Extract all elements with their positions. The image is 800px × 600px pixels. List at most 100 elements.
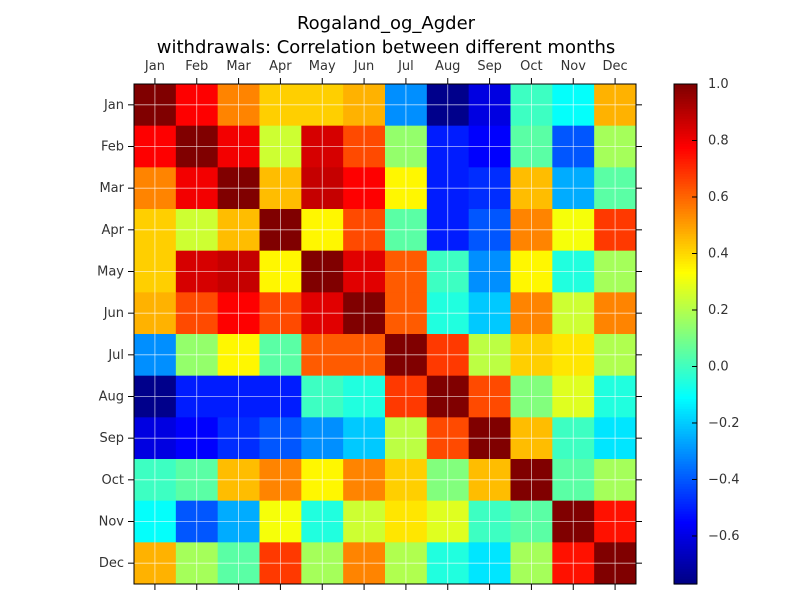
colorbar-segment bbox=[674, 494, 697, 498]
colorbar-segment bbox=[674, 394, 697, 398]
colorbar-segment bbox=[674, 444, 697, 448]
colorbar-segment bbox=[674, 96, 697, 100]
colorbar-segment bbox=[674, 194, 697, 198]
colorbar-segment bbox=[674, 291, 697, 295]
colorbar-segment bbox=[674, 391, 697, 395]
colorbar-segment bbox=[674, 434, 697, 438]
colorbar-segment bbox=[674, 399, 697, 403]
colorbar-segment bbox=[674, 484, 697, 488]
colorbar-tick-label: −0.2 bbox=[708, 416, 740, 431]
colorbar-segment bbox=[674, 171, 697, 175]
colorbar-segment bbox=[674, 491, 697, 495]
y-tick-label: Sep bbox=[99, 431, 124, 446]
colorbar-segment bbox=[674, 526, 697, 530]
y-tick-label: Jun bbox=[103, 306, 124, 321]
heatmap-grid bbox=[134, 84, 636, 584]
colorbar-segment bbox=[674, 99, 697, 103]
colorbar-segment bbox=[674, 169, 697, 173]
colorbar-segment bbox=[674, 411, 697, 415]
colorbar-segment bbox=[674, 426, 697, 430]
colorbar-segment bbox=[674, 179, 697, 183]
colorbar-segment bbox=[674, 134, 697, 138]
colorbar-segment bbox=[674, 574, 697, 578]
chart-title: Rogaland_og_Agder bbox=[297, 13, 476, 34]
colorbar-segment bbox=[674, 111, 697, 115]
colorbar-segment bbox=[674, 571, 697, 575]
y-tick-label: Jul bbox=[107, 348, 124, 363]
colorbar-segment bbox=[674, 316, 697, 320]
colorbar-segment bbox=[674, 264, 697, 268]
colorbar-segment bbox=[674, 181, 697, 185]
y-tick-label: Aug bbox=[99, 390, 124, 405]
colorbar-segment bbox=[674, 159, 697, 163]
colorbar-segment bbox=[674, 326, 697, 330]
y-tick-label: May bbox=[97, 265, 124, 280]
colorbar-segment bbox=[674, 501, 697, 505]
colorbar-segment bbox=[674, 101, 697, 105]
colorbar-segment bbox=[674, 304, 697, 308]
colorbar-segment bbox=[674, 561, 697, 565]
colorbar-segment bbox=[674, 311, 697, 315]
y-tick-label: Jan bbox=[103, 98, 124, 113]
colorbar-segment bbox=[674, 271, 697, 275]
colorbar-segment bbox=[674, 89, 697, 93]
colorbar-segment bbox=[674, 119, 697, 123]
colorbar-segment bbox=[674, 576, 697, 580]
colorbar-segment bbox=[674, 369, 697, 373]
colorbar-tick-label: 1.0 bbox=[708, 77, 729, 92]
colorbar-segment bbox=[674, 131, 697, 135]
colorbar-segment bbox=[674, 224, 697, 228]
colorbar-tick-label: 0.6 bbox=[708, 190, 729, 205]
heatmap-cells bbox=[134, 84, 637, 585]
x-tick-label-top: Aug bbox=[435, 59, 460, 74]
colorbar-segment bbox=[674, 556, 697, 560]
colorbar-segment bbox=[674, 244, 697, 248]
colorbar-segment bbox=[674, 511, 697, 515]
x-tick-label-top: Dec bbox=[603, 59, 628, 74]
colorbar-segment bbox=[674, 236, 697, 240]
colorbar-segment bbox=[674, 281, 697, 285]
colorbar-segment bbox=[674, 421, 697, 425]
colorbar-segment bbox=[674, 231, 697, 235]
colorbar-segment bbox=[674, 506, 697, 510]
colorbar-segment bbox=[674, 384, 697, 388]
colorbar-segment bbox=[674, 174, 697, 178]
colorbar-segment bbox=[674, 286, 697, 290]
colorbar-segment bbox=[674, 344, 697, 348]
colorbar-segment bbox=[674, 516, 697, 520]
colorbar-segment bbox=[674, 241, 697, 245]
colorbar: 1.0 0.8 0.6 0.4 0.2 0.0 −0.2 −0.4 −0.6 bbox=[673, 77, 740, 585]
plot-frame bbox=[133, 83, 637, 585]
colorbar-segment bbox=[674, 439, 697, 443]
colorbar-segment bbox=[674, 254, 697, 258]
colorbar-segment bbox=[674, 564, 697, 568]
colorbar-segment bbox=[674, 151, 697, 155]
colorbar-segment bbox=[674, 424, 697, 428]
colorbar-segment bbox=[674, 361, 697, 365]
colorbar-segment bbox=[674, 141, 697, 145]
colorbar-segment bbox=[674, 379, 697, 383]
colorbar-segment bbox=[674, 321, 697, 325]
colorbar-segment bbox=[674, 419, 697, 423]
colorbar-segment bbox=[674, 376, 697, 380]
colorbar-segment bbox=[674, 136, 697, 140]
colorbar-segment bbox=[674, 469, 697, 473]
colorbar-segment bbox=[674, 371, 697, 375]
y-tick-label: Dec bbox=[99, 556, 124, 571]
colorbar-segment bbox=[674, 476, 697, 480]
colorbar-segment bbox=[674, 454, 697, 458]
colorbar-segment bbox=[674, 246, 697, 250]
colorbar-segment bbox=[674, 84, 697, 88]
colorbar-segment bbox=[674, 541, 697, 545]
colorbar-segment bbox=[674, 349, 697, 353]
colorbar-segment bbox=[674, 266, 697, 270]
colorbar-segment bbox=[674, 521, 697, 525]
colorbar-frame bbox=[673, 83, 698, 585]
colorbar-segment bbox=[674, 309, 697, 313]
colorbar-segment bbox=[674, 566, 697, 570]
colorbar-segment bbox=[674, 471, 697, 475]
colorbar-segment bbox=[674, 351, 697, 355]
colorbar-segment bbox=[674, 489, 697, 493]
